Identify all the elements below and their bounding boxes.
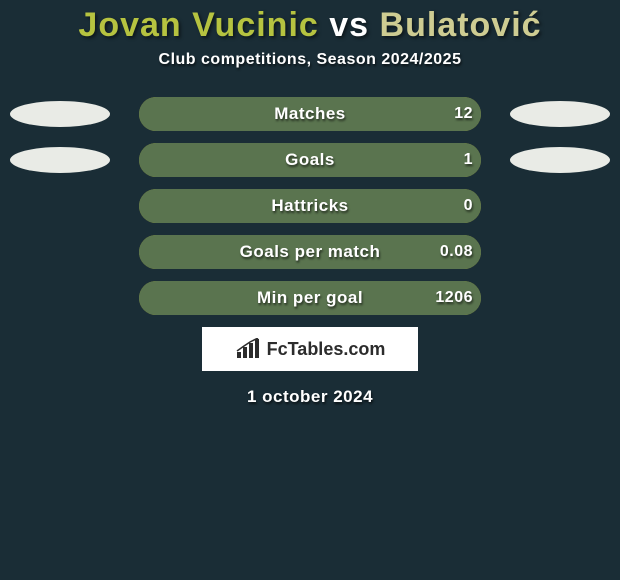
page-title: Jovan Vucinic vs Bulatović — [0, 0, 620, 45]
stat-value: 0 — [139, 189, 473, 223]
brand-bars-icon — [235, 338, 261, 360]
stat-row: Goals per match0.08 — [0, 235, 620, 269]
right-pill — [510, 147, 610, 173]
comparison-infographic: Jovan Vucinic vs Bulatović Club competit… — [0, 0, 620, 580]
left-pill — [10, 101, 110, 127]
stat-row: Min per goal1206 — [0, 281, 620, 315]
date-text: 1 october 2024 — [0, 387, 620, 407]
stat-value: 1 — [139, 143, 473, 177]
stat-row: Matches12 — [0, 97, 620, 131]
stat-value: 0.08 — [139, 235, 473, 269]
stat-row: Goals1 — [0, 143, 620, 177]
stat-row: Hattricks0 — [0, 189, 620, 223]
stat-value: 1206 — [139, 281, 473, 315]
player1-name: Jovan Vucinic — [78, 6, 318, 44]
right-pill — [510, 101, 610, 127]
subtitle: Club competitions, Season 2024/2025 — [0, 51, 620, 69]
brand-text: FcTables.com — [267, 339, 386, 360]
stat-value: 12 — [139, 97, 473, 131]
stat-rows: Matches12 Goals1 Hattricks0 Goals per match… — [0, 97, 620, 315]
brand-badge: FcTables.com — [202, 327, 418, 371]
vs-separator: vs — [319, 6, 380, 44]
player2-name: Bulatović — [380, 6, 542, 44]
left-pill — [10, 147, 110, 173]
